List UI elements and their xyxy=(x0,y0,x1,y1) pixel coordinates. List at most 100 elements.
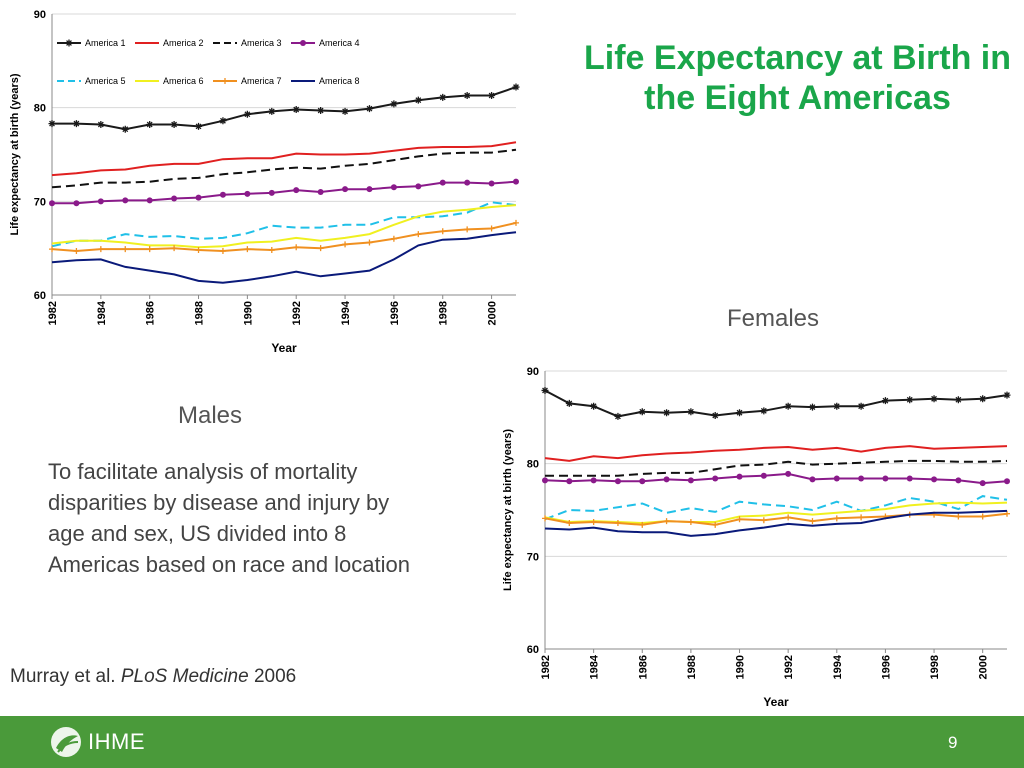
data-point xyxy=(541,386,549,394)
data-point xyxy=(858,514,865,521)
data-point xyxy=(244,190,251,197)
data-point xyxy=(906,396,914,404)
data-point xyxy=(49,200,55,207)
series-line xyxy=(544,472,1008,485)
data-point xyxy=(1003,391,1011,399)
data-point xyxy=(979,480,986,487)
series-2 xyxy=(544,445,1008,462)
data-point xyxy=(171,245,178,252)
y-tick-label: 60 xyxy=(34,290,46,302)
series-line xyxy=(51,221,517,253)
data-point xyxy=(663,518,670,525)
citation-year: 2006 xyxy=(253,666,297,687)
data-point xyxy=(48,120,56,128)
data-point xyxy=(122,246,129,253)
data-point xyxy=(687,519,694,526)
data-point xyxy=(590,477,597,484)
data-point xyxy=(439,179,446,186)
x-tick-label: 1996 xyxy=(389,301,401,325)
data-point xyxy=(195,194,202,201)
data-point xyxy=(463,91,471,99)
data-point xyxy=(882,475,889,482)
y-tick-label: 90 xyxy=(527,366,539,378)
x-tick-label: 1996 xyxy=(880,655,892,679)
legend: America 1 America 2 America 3 America 4 Amer… xyxy=(57,38,360,86)
footer-org-name: IHME xyxy=(88,729,145,754)
x-tick-label: 1992 xyxy=(783,655,795,679)
data-point xyxy=(760,472,767,479)
series-line xyxy=(544,495,1008,521)
data-point xyxy=(415,183,422,190)
series-line xyxy=(544,389,1008,418)
data-point xyxy=(268,189,275,196)
data-point xyxy=(72,120,80,128)
data-point xyxy=(639,478,646,485)
data-point xyxy=(711,411,719,419)
x-tick-label: 1986 xyxy=(145,301,157,325)
y-axis-label: Life expectancy at birth (years) xyxy=(502,429,514,591)
legend-label: America 4 xyxy=(319,38,360,48)
legend-marker xyxy=(222,78,228,84)
data-point xyxy=(542,477,548,484)
data-point xyxy=(638,408,646,416)
series-line xyxy=(51,141,517,177)
y-tick-label: 60 xyxy=(527,644,539,656)
data-point xyxy=(687,408,695,416)
series-line xyxy=(544,501,1008,525)
series-5 xyxy=(544,495,1008,521)
data-point xyxy=(930,395,938,403)
data-point xyxy=(785,514,792,521)
data-point xyxy=(195,122,203,130)
data-point xyxy=(590,402,598,410)
data-point xyxy=(542,515,548,522)
data-point xyxy=(195,247,202,254)
data-point xyxy=(121,125,129,133)
legend-label: America 3 xyxy=(241,38,282,48)
x-tick-label: 2000 xyxy=(978,655,990,679)
data-point xyxy=(366,186,373,193)
data-point xyxy=(590,519,597,526)
legend-item: America 1 xyxy=(57,38,126,48)
males-label: Males xyxy=(178,402,243,429)
legend-item: America 7 xyxy=(213,76,282,86)
data-point xyxy=(317,245,324,252)
data-point xyxy=(979,513,986,520)
data-point xyxy=(513,178,519,185)
data-point xyxy=(663,409,671,417)
series-line xyxy=(544,445,1008,462)
y-tick-label: 80 xyxy=(527,459,539,471)
series-1 xyxy=(541,386,1011,420)
data-point xyxy=(293,244,300,251)
series-8 xyxy=(51,231,517,284)
data-point xyxy=(488,91,496,99)
series-5 xyxy=(51,201,517,248)
data-point xyxy=(268,247,275,254)
x-axis-label: Year xyxy=(763,695,789,709)
data-point xyxy=(439,93,447,101)
data-point xyxy=(784,402,792,410)
data-point xyxy=(170,121,178,129)
citation-authors: Murray et al. xyxy=(10,666,116,687)
x-tick-label: 1990 xyxy=(735,655,747,679)
description-text: To facilitate analysis of mortality disp… xyxy=(48,459,410,577)
legend-marker xyxy=(65,39,73,47)
data-point xyxy=(736,516,743,523)
footer-bar: IHME 9 xyxy=(0,716,1024,768)
x-tick-label: 1994 xyxy=(832,654,844,679)
data-point xyxy=(513,219,519,226)
data-point xyxy=(293,187,300,194)
legend-item: America 8 xyxy=(291,76,360,86)
data-point xyxy=(955,477,962,484)
series-line xyxy=(51,201,517,248)
data-point xyxy=(146,121,154,129)
x-tick-label: 1982 xyxy=(540,655,552,679)
data-point xyxy=(955,513,962,520)
data-point xyxy=(639,521,646,528)
x-axis-label: Year xyxy=(271,341,297,355)
data-point xyxy=(566,519,573,526)
data-point xyxy=(736,473,743,480)
data-point xyxy=(219,191,226,198)
data-point xyxy=(881,397,889,405)
data-point xyxy=(219,247,226,254)
data-point xyxy=(342,186,349,193)
